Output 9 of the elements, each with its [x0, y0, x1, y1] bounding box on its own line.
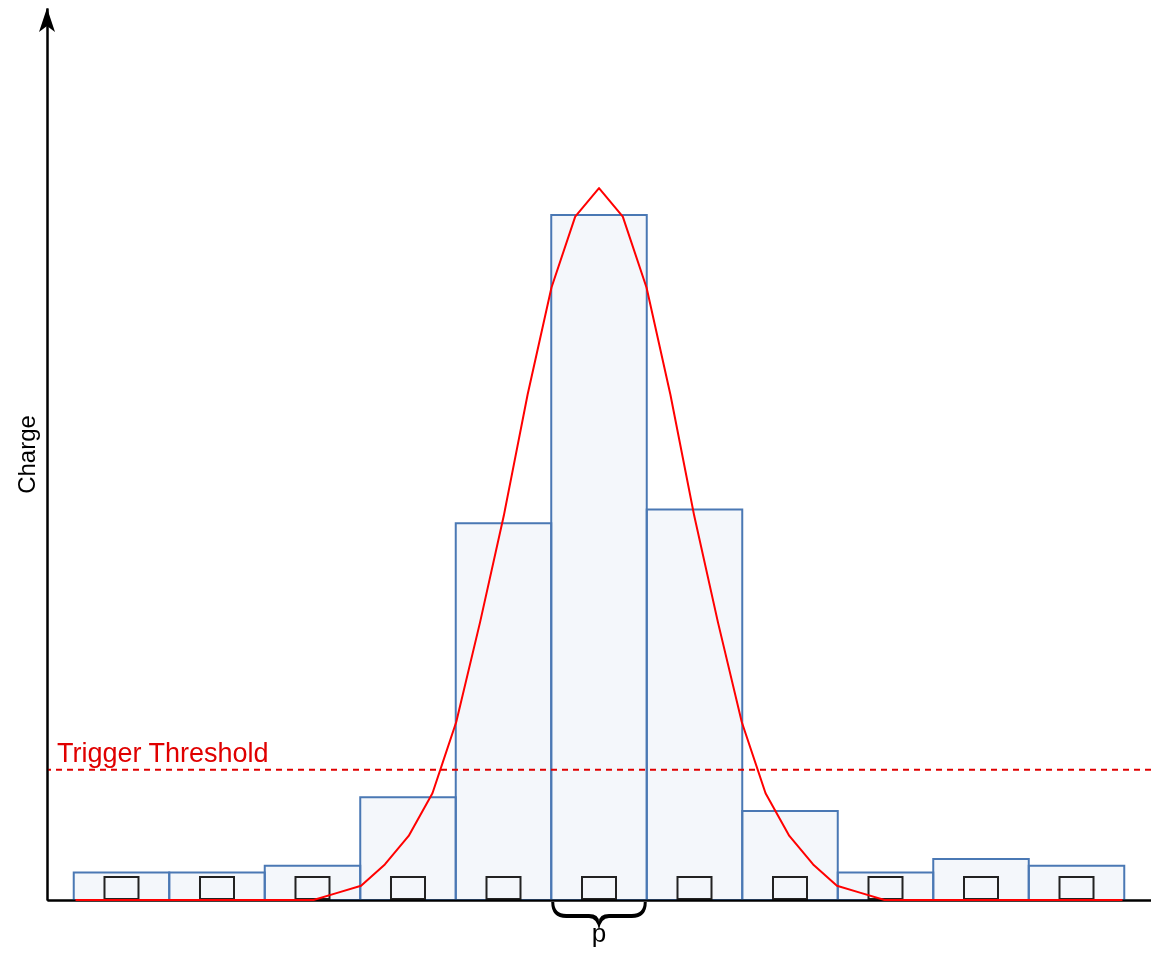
bar	[741, 809, 839, 901]
ref-line-label: Trigger Threshold	[57, 737, 269, 768]
bar	[359, 796, 457, 901]
y-axis-title: Charge	[12, 415, 40, 494]
text: p	[591, 918, 607, 948]
bar	[932, 857, 1030, 901]
bar	[645, 508, 744, 901]
bar	[454, 522, 553, 901]
bar	[1027, 864, 1126, 901]
